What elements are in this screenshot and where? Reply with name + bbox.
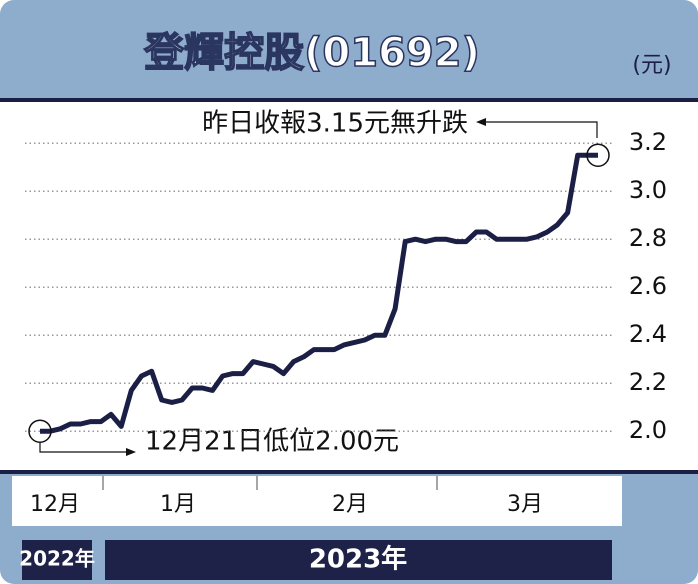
y-tick-label: 3.0 [629,176,667,204]
y-tick-label: 2.0 [629,416,667,444]
highlight-marker [586,143,610,167]
highlight-marker [28,419,52,443]
year-box [22,540,92,580]
arrow-head [476,118,486,126]
y-tick-label: 2.2 [629,368,667,396]
y-tick-label: 3.2 [629,128,667,156]
y-tick-label: 2.8 [629,224,667,252]
annotation-arrow [482,121,598,138]
year-label: 2023年 [309,544,407,575]
x-tick-label: 12月 [30,492,80,517]
annotation: 昨日收報3.15元無升跌 [202,109,468,139]
y-tick-label: 2.6 [629,272,667,300]
x-tick-label: 1月 [160,492,196,517]
x-tick-label: 2月 [332,492,368,517]
annotation-arrow [39,442,130,453]
x-tick-label: 3月 [507,492,543,517]
price-line [40,152,598,434]
year-label: 2022年 [19,547,95,571]
arrow-head [126,448,136,456]
year-box [105,540,612,580]
chart-title: 登輝控股(01692) [143,30,480,76]
month-band [12,476,622,526]
unit-label: (元) [632,53,671,78]
plot-area [0,100,698,472]
y-tick-label: 2.4 [629,320,667,348]
